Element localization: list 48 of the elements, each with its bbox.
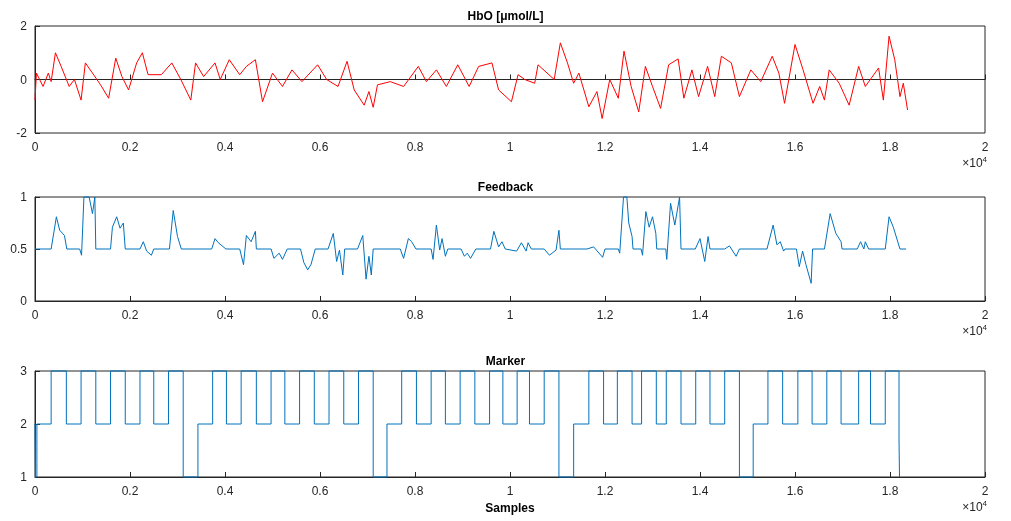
x-tick-label: 2 [981, 308, 989, 322]
x-tick-label: 0 [31, 140, 39, 154]
x-tick-label: 0.4 [216, 140, 234, 154]
y-tick-label: 1 [20, 190, 28, 204]
x-tick-label: 0.8 [406, 308, 424, 322]
x-tick-label: 1.2 [596, 140, 614, 154]
chart-title: HbO [μmol/L] [467, 9, 544, 23]
x-tick-label: 1 [506, 140, 514, 154]
x-tick-label: 1.8 [881, 308, 899, 322]
x-tick-label: 0.6 [311, 308, 329, 322]
x-tick-label: 1.6 [786, 484, 804, 498]
x-tick-label: 1.2 [596, 308, 614, 322]
x-tick-label: 1.6 [786, 140, 804, 154]
y-tick-label: -2 [16, 126, 28, 140]
x-tick-label: 1 [506, 308, 514, 322]
x-tick-label: 0.2 [121, 484, 139, 498]
x-tick-label: 2 [981, 140, 989, 154]
x-tick-label: 1.8 [881, 484, 899, 498]
line-series [34, 35, 909, 120]
y-tick-label: 0 [20, 72, 28, 87]
x-tick-label: 1.2 [596, 484, 614, 498]
y-tick-label: 1 [20, 470, 28, 484]
y-tick-label: 2 [20, 19, 28, 33]
y-tick-label: 0.5 [10, 242, 28, 256]
x-tick-label: 0.6 [311, 140, 329, 154]
x-tick-label: 0 [31, 308, 39, 322]
x-tick-label: 0 [31, 484, 39, 498]
x-tick-label: 2 [981, 484, 989, 498]
chart-title: Feedback [477, 180, 534, 194]
x-tick-label: 0.4 [216, 484, 234, 498]
y-tick-label: 2 [20, 417, 28, 431]
x-tick-label: 0.6 [311, 484, 329, 498]
x-tick-label: 0.2 [121, 140, 139, 154]
x-tick-label: 0.2 [121, 308, 139, 322]
x-tick-label: 0.8 [406, 484, 424, 498]
x-tick-label: 1.4 [691, 484, 709, 498]
x-tick-label: 1 [506, 484, 514, 498]
line-series [34, 196, 907, 284]
chart-title: Marker [485, 354, 526, 368]
y-tick-label: 0 [20, 294, 28, 308]
x-tick-label: 1.4 [691, 308, 709, 322]
y-tick-label: 3 [20, 364, 28, 378]
x-tick-label: 1.6 [786, 308, 804, 322]
x-tick-label: 1.4 [691, 140, 709, 154]
x-axis-title: Samples [485, 500, 536, 515]
x-tick-label: 1.8 [881, 140, 899, 154]
x-tick-label: 0.8 [406, 140, 424, 154]
x-tick-label: 0.4 [216, 308, 234, 322]
